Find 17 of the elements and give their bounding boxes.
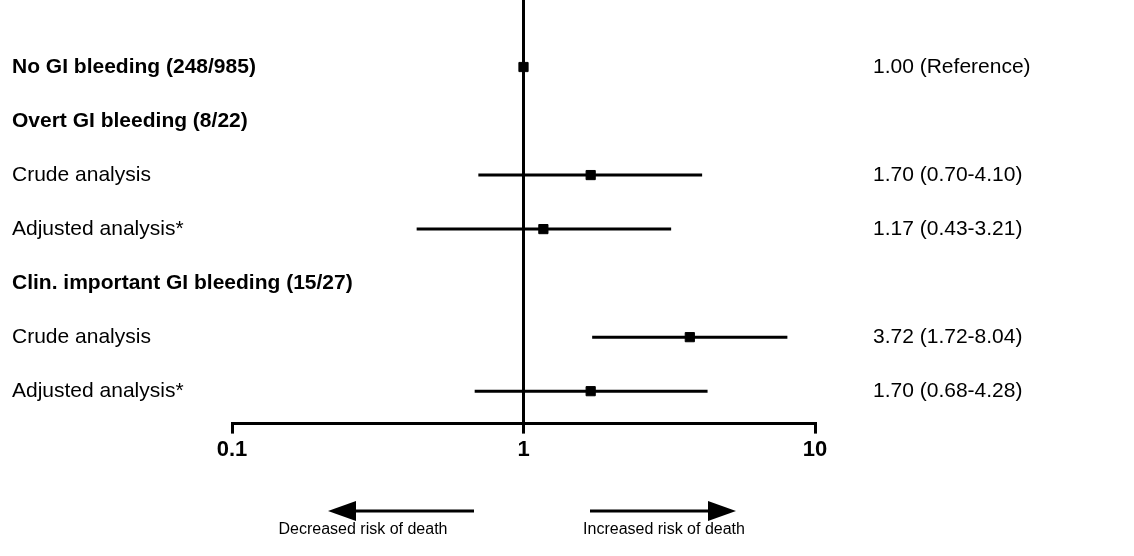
text: Increased risk of death	[583, 520, 745, 538]
y-tick-label: Clin. important GI bleeding (15/27)	[12, 269, 353, 293]
data-label: 1.00 (Reference)	[873, 53, 1031, 77]
y-tick-label: Crude analysis	[12, 323, 151, 347]
y-tick-label: Crude analysis	[12, 161, 151, 185]
text: Decreased risk of death	[278, 520, 448, 538]
data-label: 1.70 (0.68-4.28)	[873, 377, 1023, 401]
y-tick-label: Overt GI bleeding (8/22)	[12, 107, 248, 131]
data-label: 1.70 (0.70-4.10)	[873, 161, 1023, 185]
data-label: 1.17 (0.43-3.21)	[873, 215, 1023, 239]
x-tick-label: 0.1	[216, 435, 248, 461]
y-tick-label: No GI bleeding (248/985)	[12, 53, 256, 77]
y-tick-label: Adjusted analysis*	[12, 215, 184, 239]
data-label: 3.72 (1.72-8.04)	[873, 323, 1023, 347]
y-tick-label: Adjusted analysis*	[12, 377, 184, 401]
x-tick-label: 1	[517, 435, 530, 461]
x-tick-label: 10	[802, 435, 828, 461]
